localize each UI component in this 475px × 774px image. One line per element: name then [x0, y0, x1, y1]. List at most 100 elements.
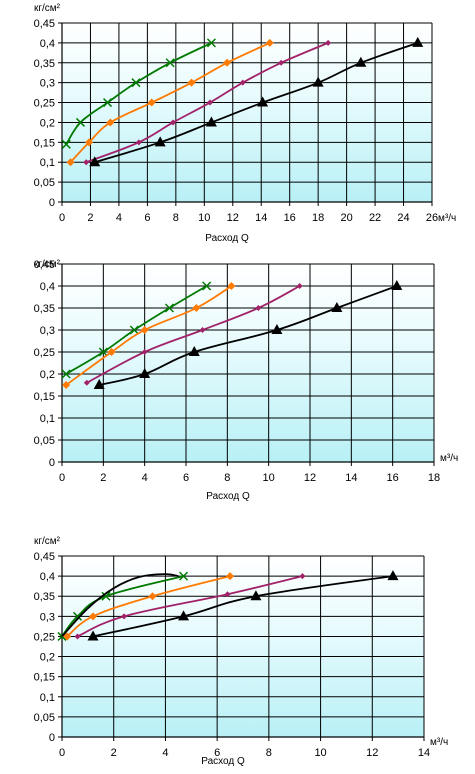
y-tick-label: 0,15 [34, 672, 55, 684]
data-point [98, 347, 108, 357]
x-tick-label: 0 [59, 472, 65, 484]
x-axis-label: Расход Q [206, 491, 250, 502]
series-line [61, 573, 179, 638]
data-point [391, 280, 403, 290]
x-tick-label: 10 [314, 747, 326, 759]
series-line [61, 575, 184, 637]
x-tick-label: 4 [162, 747, 168, 759]
x-tick-label: 2 [100, 472, 106, 484]
plot-area [62, 556, 424, 737]
x-tick-label: 24 [397, 212, 409, 224]
data-point [135, 139, 142, 146]
y-tick-label: 0,1 [40, 157, 55, 169]
y-tick-label: 0,05 [34, 712, 55, 724]
data-point [131, 78, 141, 88]
y-tick-label: 0,2 [40, 369, 55, 381]
y-axis-label: кг/см² [34, 3, 61, 14]
y-tick-label: 0,4 [40, 571, 55, 583]
y-tick-label: 0,35 [34, 58, 55, 70]
y-tick-label: 0,3 [40, 325, 55, 337]
data-point [387, 570, 399, 581]
y-tick-label: 0,1 [40, 692, 55, 704]
data-point [271, 324, 283, 334]
x-tick-label: 18 [312, 212, 324, 224]
data-point [355, 56, 367, 67]
x-tick-label: 20 [340, 212, 352, 224]
x-tick-label: 14 [345, 472, 357, 484]
x-tick-label: 8 [173, 212, 179, 224]
x-tick-label: 2 [111, 747, 117, 759]
y-tick-label: 0,2 [40, 652, 55, 664]
data-point [72, 611, 83, 621]
data-point [257, 96, 269, 107]
data-point [265, 38, 274, 47]
data-point [103, 98, 113, 108]
x-tick-label: 16 [284, 212, 296, 224]
data-point [187, 78, 196, 87]
y-tick-label: 0,4 [40, 38, 55, 50]
x-tick-label: 2 [87, 212, 93, 224]
data-point [75, 117, 86, 127]
x-tick-label: 10 [263, 472, 275, 484]
y-tick-label: 0,45 [34, 551, 55, 563]
y-tick-label: 0,2 [40, 117, 55, 129]
x-tick-label: 4 [116, 212, 122, 224]
y-tick-label: 0 [49, 457, 55, 469]
data-point [107, 348, 116, 356]
x-tick-label: 10 [198, 212, 210, 224]
y-tick-label: 0,25 [34, 631, 55, 643]
x-tick-label: 0 [59, 747, 65, 759]
data-point [227, 282, 236, 290]
x-tick-label: 6 [144, 212, 150, 224]
y-tick-label: 0,45 [34, 259, 55, 271]
x-axis-label: Расход Q [201, 756, 245, 767]
x-tick-label: 14 [418, 747, 430, 759]
data-point [331, 302, 343, 312]
data-point [74, 633, 81, 640]
series-line [66, 575, 231, 638]
y-tick-label: 0,35 [34, 303, 55, 315]
data-point [206, 38, 216, 48]
data-point [299, 573, 306, 580]
data-point [85, 138, 94, 147]
y-axis-label: кг/см² [34, 259, 61, 270]
data-point [250, 590, 262, 601]
data-point [188, 346, 200, 356]
data-point [87, 630, 99, 641]
y-tick-label: 0,05 [34, 435, 55, 447]
data-point [325, 39, 332, 46]
data-point [239, 79, 246, 86]
data-point [178, 610, 190, 621]
y-tick-label: 0,4 [40, 281, 55, 293]
series-line [92, 575, 394, 638]
data-point [170, 119, 176, 126]
x-axis-label: Расход Q [205, 233, 249, 244]
y-tick-label: 0,25 [34, 98, 55, 110]
data-point [207, 99, 213, 106]
data-point [192, 304, 201, 312]
y-tick-label: 0,1 [40, 413, 55, 425]
data-point [223, 58, 232, 67]
x-axis-unit: м³/ч [438, 213, 456, 224]
y-tick-label: 0,45 [34, 18, 55, 30]
x-tick-label: 0 [59, 212, 65, 224]
data-point [165, 58, 175, 68]
data-point [62, 381, 71, 389]
data-point [83, 379, 90, 386]
data-point [154, 136, 166, 147]
x-tick-label: 12 [366, 747, 378, 759]
y-tick-label: 0,05 [34, 177, 55, 189]
data-point [139, 368, 151, 378]
data-point [178, 571, 189, 581]
data-point [129, 325, 139, 335]
x-tick-label: 26 [426, 212, 438, 224]
data-point [147, 98, 156, 107]
data-point [63, 632, 72, 641]
data-point [66, 158, 75, 167]
data-point [226, 572, 235, 581]
data-point [140, 326, 149, 334]
y-tick-label: 0,3 [40, 78, 55, 90]
y-tick-label: 0,15 [34, 391, 55, 403]
data-point [148, 592, 157, 601]
